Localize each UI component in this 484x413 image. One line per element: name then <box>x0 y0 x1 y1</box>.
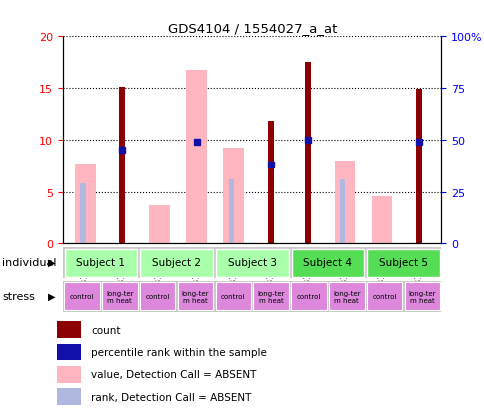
Bar <box>186 71 206 244</box>
Bar <box>304 63 310 244</box>
Bar <box>119 88 125 244</box>
Bar <box>64 282 100 311</box>
Text: long-ter
m heat: long-ter m heat <box>257 290 284 303</box>
Bar <box>102 282 137 311</box>
Bar <box>57 388 80 405</box>
Bar <box>215 249 288 277</box>
Text: long-ter
m heat: long-ter m heat <box>106 290 133 303</box>
Text: control: control <box>372 293 396 299</box>
Bar <box>215 282 251 311</box>
Text: control: control <box>221 293 245 299</box>
Bar <box>75 164 95 244</box>
Bar <box>193 140 199 145</box>
Text: Subject 3: Subject 3 <box>227 258 276 268</box>
Bar <box>119 148 125 154</box>
Text: Subject 1: Subject 1 <box>76 258 125 268</box>
Bar <box>223 149 243 244</box>
Bar <box>366 282 402 311</box>
Text: stress: stress <box>2 291 35 301</box>
Text: long-ter
m heat: long-ter m heat <box>182 290 209 303</box>
Text: individual: individual <box>2 257 57 267</box>
Text: control: control <box>70 293 94 299</box>
Bar <box>267 122 273 244</box>
Text: long-ter
m heat: long-ter m heat <box>408 290 435 303</box>
Bar <box>57 366 80 383</box>
Text: count: count <box>91 325 121 335</box>
Bar <box>57 321 80 338</box>
Bar <box>339 180 345 244</box>
Bar <box>328 282 364 311</box>
Text: percentile rank within the sample: percentile rank within the sample <box>91 347 267 357</box>
Bar <box>64 249 137 277</box>
Text: value, Detection Call = ABSENT: value, Detection Call = ABSENT <box>91 370 256 380</box>
Bar <box>267 162 273 168</box>
Bar <box>57 344 80 361</box>
Bar <box>253 282 288 311</box>
Text: ▶: ▶ <box>48 291 56 301</box>
Bar <box>334 162 354 244</box>
Text: rank, Detection Call = ABSENT: rank, Detection Call = ABSENT <box>91 392 251 402</box>
Bar <box>371 196 392 244</box>
Bar <box>139 282 175 311</box>
Title: GDS4104 / 1554027_a_at: GDS4104 / 1554027_a_at <box>167 21 336 35</box>
Text: Subject 5: Subject 5 <box>378 258 427 268</box>
Bar <box>415 140 421 145</box>
Bar <box>290 282 326 311</box>
Bar <box>177 282 213 311</box>
Bar <box>415 90 421 244</box>
Text: ▶: ▶ <box>48 257 56 267</box>
Bar <box>366 249 439 277</box>
Bar <box>228 180 234 244</box>
Text: Subject 2: Subject 2 <box>151 258 201 268</box>
Text: control: control <box>296 293 320 299</box>
Bar <box>140 249 212 277</box>
Text: long-ter
m heat: long-ter m heat <box>333 290 360 303</box>
Bar <box>304 138 310 143</box>
Bar <box>404 282 439 311</box>
Text: Subject 4: Subject 4 <box>302 258 352 268</box>
Bar <box>291 249 363 277</box>
Text: control: control <box>145 293 169 299</box>
Bar <box>149 206 169 244</box>
Bar <box>80 184 86 244</box>
